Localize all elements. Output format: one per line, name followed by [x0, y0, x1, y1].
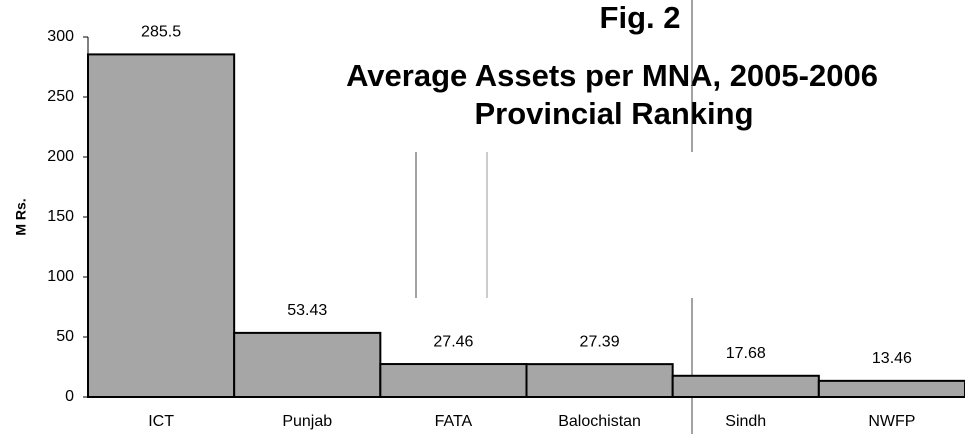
bar — [233, 331, 382, 398]
value-label: 27.46 — [433, 333, 473, 350]
y-tick-label: 250 — [47, 88, 74, 105]
chart-subtitle: Provincial Ranking — [474, 96, 753, 131]
value-label: 13.46 — [872, 350, 912, 367]
y-tick-label: 150 — [47, 208, 74, 225]
value-label: 17.68 — [726, 345, 766, 362]
x-tick-label: FATA — [435, 413, 473, 430]
bar — [525, 363, 674, 398]
y-tick-label: 50 — [56, 328, 74, 345]
x-tick-label: NWFP — [868, 413, 915, 430]
value-label: 285.5 — [141, 24, 181, 41]
x-tick-label: Balochistan — [558, 413, 641, 430]
bar — [817, 379, 965, 398]
x-tick-label: Sindh — [725, 413, 766, 430]
y-axis-label: M Rs. — [13, 198, 29, 235]
y-tick-label: 0 — [65, 388, 74, 405]
bar — [87, 53, 236, 399]
bar — [379, 363, 528, 399]
x-tick-label: ICT — [148, 413, 174, 430]
x-tick-label: Punjab — [282, 413, 332, 430]
y-tick-label: 300 — [47, 28, 74, 45]
bar — [671, 374, 820, 398]
y-tick-label: 200 — [47, 148, 74, 165]
y-tick-label: 100 — [47, 268, 74, 285]
chart-title: Average Assets per MNA, 2005-2006 — [346, 58, 878, 93]
value-label: 27.39 — [580, 333, 620, 350]
value-label: 53.43 — [287, 302, 327, 319]
figure-label: Fig. 2 — [600, 0, 681, 35]
